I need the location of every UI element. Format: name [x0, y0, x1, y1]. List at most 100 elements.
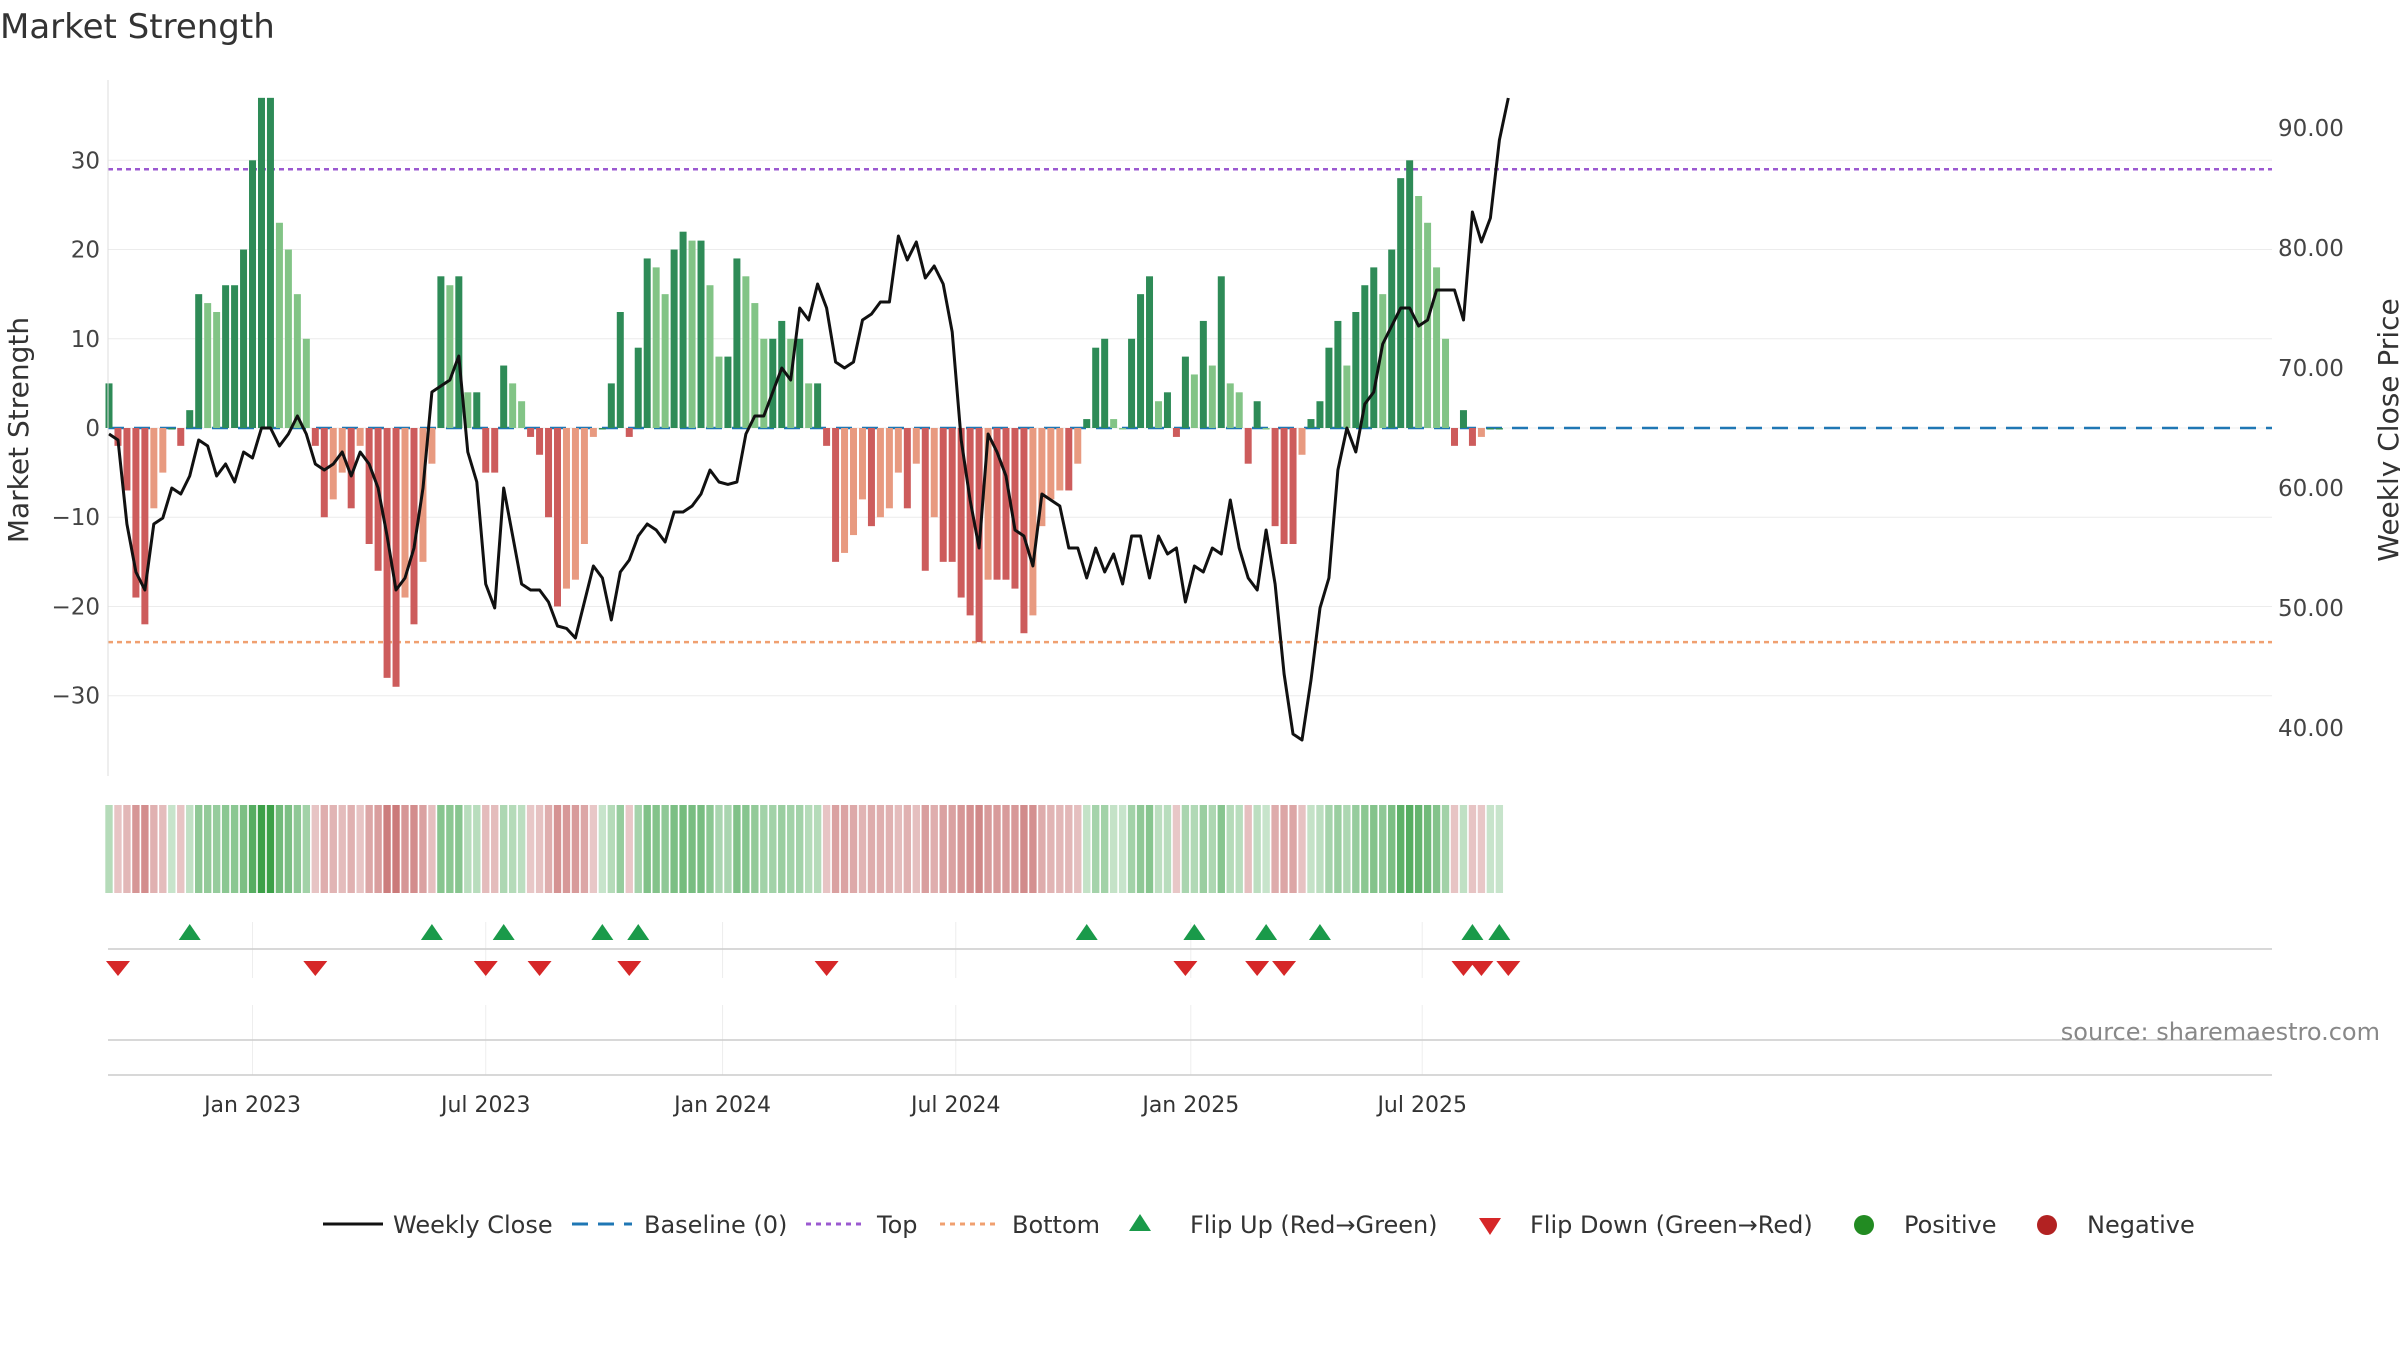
y-tick-label: 10: [71, 327, 100, 353]
strength-bar: [876, 428, 884, 518]
flip-down-marker: [473, 961, 498, 976]
heatmap-cell: [230, 805, 239, 893]
strength-bar: [823, 428, 831, 446]
heatmap-cell: [948, 805, 956, 893]
strength-bar: [1442, 338, 1450, 428]
strength-bar: [374, 428, 382, 571]
heatmap-cell: [1289, 805, 1297, 893]
strength-bar: [177, 428, 185, 446]
strength-bar: [814, 383, 822, 428]
flip-markers: [105, 924, 2272, 1041]
heatmap-cell: [311, 805, 319, 893]
heatmap-cell: [123, 805, 131, 893]
heatmap-cell: [401, 805, 409, 893]
heatmap-cell: [1136, 805, 1145, 893]
heatmap-cell: [1011, 805, 1019, 893]
strength-bar: [1280, 428, 1288, 544]
y-axis-left: −30 −20 −10 0 10 20 30: [51, 80, 109, 776]
flip-up-marker: [1075, 924, 1098, 940]
heatmap-cell: [751, 805, 759, 893]
strength-bar: [1370, 267, 1378, 428]
heatmap-cell: [1083, 805, 1091, 893]
legend-bottom-label: Bottom: [1012, 1211, 1100, 1239]
strength-bar: [1352, 312, 1360, 428]
strength-bar: [1388, 249, 1396, 428]
strength-bar: [1486, 428, 1494, 430]
legend-weekly-close-label: Weekly Close: [393, 1211, 553, 1239]
strength-bar: [150, 428, 158, 509]
weekly-close-series: [108, 97, 1510, 742]
strength-bar: [266, 97, 274, 428]
heatmap-cell: [383, 805, 391, 893]
heatmap-cell: [248, 805, 257, 893]
heatmap-cell: [464, 805, 472, 893]
strength-bar: [464, 392, 472, 428]
heatmap-cell: [885, 805, 894, 893]
strength-bar: [284, 249, 292, 428]
heatmap-cell: [849, 805, 858, 893]
strength-bar: [571, 428, 579, 580]
strength-bar: [715, 356, 723, 428]
heatmap-cell: [410, 805, 418, 893]
strength-bar: [939, 428, 947, 562]
strength-bar: [1253, 401, 1261, 428]
strength-bar: [805, 383, 813, 428]
strength-bar: [841, 428, 849, 553]
strength-bar: [580, 428, 588, 544]
strength-bar: [760, 338, 768, 428]
strength-bar: [545, 428, 553, 518]
strength-bar: [1235, 392, 1243, 428]
heatmap-cell: [670, 805, 678, 893]
legend-flip-up-label: Flip Up (Red→Green): [1190, 1211, 1438, 1239]
flip-up-marker: [178, 924, 201, 940]
heatmap-cell: [679, 805, 687, 893]
strength-bar: [948, 428, 956, 562]
heatmap-cell: [571, 805, 580, 893]
heatmap-cell: [177, 805, 185, 893]
heatmap-cell: [634, 805, 642, 893]
strength-bar: [554, 428, 561, 607]
heatmap-cell: [239, 805, 248, 893]
heatmap-cell: [1145, 805, 1154, 893]
heatmap-cell: [1172, 805, 1181, 893]
heatmap-cell: [769, 805, 777, 893]
heatmap-cell: [284, 805, 293, 893]
strength-bar: [634, 347, 642, 428]
strength-bars: [105, 97, 1503, 687]
strength-bar: [589, 428, 597, 437]
heatmap-cell: [482, 805, 490, 893]
x-tick-label: Jul 2024: [909, 1093, 1001, 1118]
strength-bar: [957, 428, 965, 598]
legend-flip-up-icon: [1129, 1214, 1151, 1231]
flip-up-marker: [627, 924, 650, 940]
heatmap-cell: [1208, 805, 1216, 893]
heatmap-cell: [1127, 805, 1136, 893]
heatmap-cell: [114, 805, 122, 893]
strength-bar: [1495, 428, 1503, 430]
strength-bar: [706, 285, 714, 428]
source-note: source: sharemaestro.com: [2061, 1018, 2380, 1046]
strength-bar: [769, 338, 777, 428]
heatmap-cell: [697, 805, 705, 893]
heatmap-cell: [150, 805, 158, 893]
heatmap-cell: [1361, 805, 1369, 893]
strength-bar: [697, 240, 705, 428]
strength-bar: [625, 428, 633, 437]
heatmap-cell: [921, 805, 929, 893]
strength-bar: [751, 303, 759, 428]
flip-down-marker: [1496, 961, 1521, 976]
heatmap-cell: [159, 805, 167, 893]
chart-title: Market Strength: [0, 7, 275, 47]
strength-bar: [1056, 428, 1064, 491]
strength-bar: [509, 383, 517, 428]
reference-lines: [108, 167, 2272, 644]
strength-bar: [1316, 401, 1324, 428]
flip-down-marker: [1469, 961, 1494, 976]
heatmap-cell: [580, 805, 589, 893]
heatmap-cell: [1262, 805, 1270, 893]
strength-bar: [257, 97, 265, 428]
strength-bar: [1307, 419, 1315, 428]
y-tick-label: −10: [51, 505, 100, 531]
strength-bar: [850, 428, 858, 536]
